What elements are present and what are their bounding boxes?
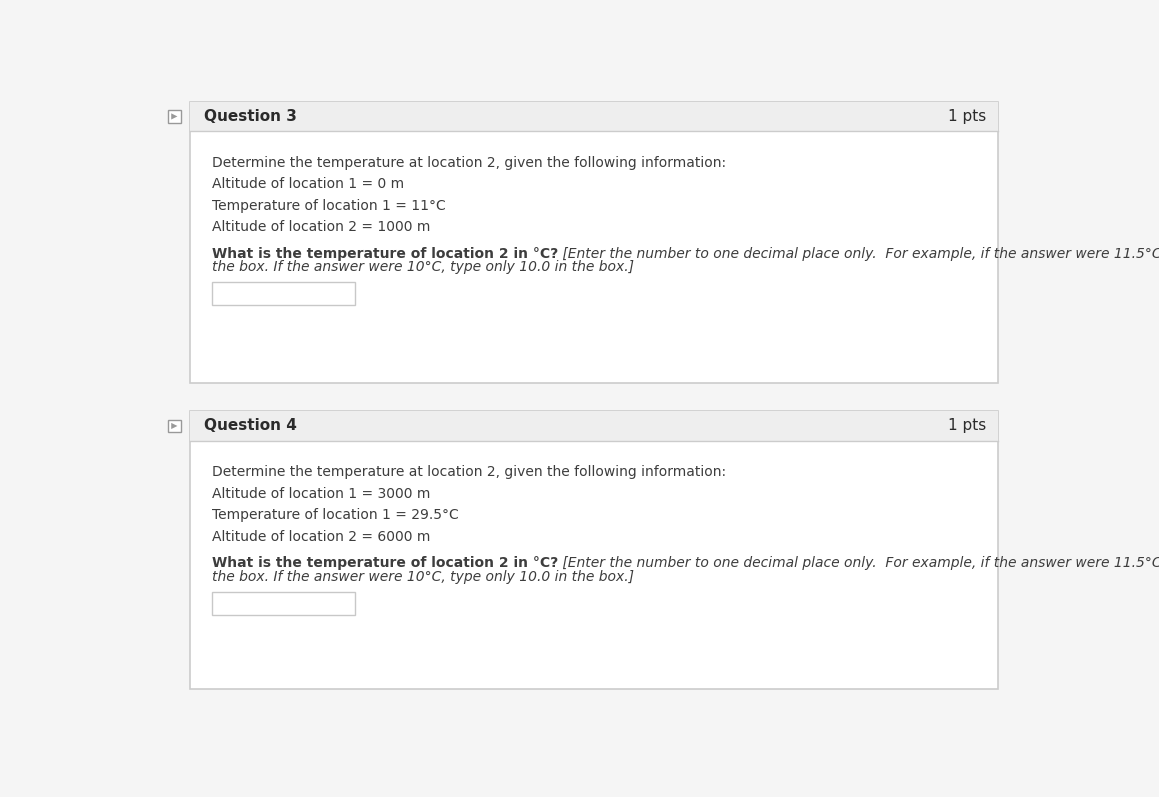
Text: Altitude of location 2 = 6000 m: Altitude of location 2 = 6000 m bbox=[212, 530, 430, 544]
Text: 1 pts: 1 pts bbox=[948, 109, 986, 124]
Text: Altitude of location 1 = 0 m: Altitude of location 1 = 0 m bbox=[212, 177, 403, 191]
Bar bbox=[190, 411, 998, 441]
Text: Question 3: Question 3 bbox=[204, 109, 297, 124]
Text: the box. If the answer were 10°C, type only 10.0 in the box.]: the box. If the answer were 10°C, type o… bbox=[212, 570, 634, 584]
Bar bbox=[190, 102, 998, 383]
Text: Question 4: Question 4 bbox=[204, 418, 297, 434]
Text: [Enter the number to one decimal place only.  For example, if the answer were 11: [Enter the number to one decimal place o… bbox=[557, 246, 1159, 261]
Text: Altitude of location 2 = 1000 m: Altitude of location 2 = 1000 m bbox=[212, 221, 430, 234]
Text: Determine the temperature at location 2, given the following information:: Determine the temperature at location 2,… bbox=[212, 155, 726, 170]
Text: What is the temperature of location 2 in °C?: What is the temperature of location 2 in… bbox=[212, 246, 557, 261]
Text: 1 pts: 1 pts bbox=[948, 418, 986, 434]
Polygon shape bbox=[172, 423, 177, 429]
Bar bbox=[190, 102, 998, 131]
Text: Temperature of location 1 = 11°C: Temperature of location 1 = 11°C bbox=[212, 198, 445, 213]
Text: Determine the temperature at location 2, given the following information:: Determine the temperature at location 2,… bbox=[212, 465, 726, 479]
Text: What is the temperature of location 2 in °C?: What is the temperature of location 2 in… bbox=[212, 556, 557, 570]
Text: the box. If the answer were 10°C, type only 10.0 in the box.]: the box. If the answer were 10°C, type o… bbox=[212, 261, 634, 274]
Bar bbox=[212, 591, 355, 614]
Text: [Enter the number to one decimal place only.  For example, if the answer were 11: [Enter the number to one decimal place o… bbox=[557, 556, 1159, 570]
Bar bbox=[190, 411, 998, 689]
Polygon shape bbox=[172, 113, 177, 120]
Text: Altitude of location 1 = 3000 m: Altitude of location 1 = 3000 m bbox=[212, 487, 430, 501]
Bar bbox=[168, 110, 181, 123]
Bar bbox=[212, 282, 355, 305]
Text: Temperature of location 1 = 29.5°C: Temperature of location 1 = 29.5°C bbox=[212, 508, 458, 522]
Bar bbox=[168, 420, 181, 432]
